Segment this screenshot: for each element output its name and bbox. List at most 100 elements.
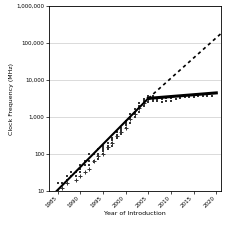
Point: [137, 101, 141, 105]
Point: [101, 152, 105, 156]
Point: [56, 189, 59, 193]
Point: [133, 112, 137, 116]
Point: [196, 93, 200, 97]
Point: [128, 112, 132, 116]
Point: [128, 121, 132, 125]
Point: [88, 163, 91, 167]
Point: [119, 130, 123, 134]
Point: [119, 128, 123, 132]
Point: [201, 95, 205, 98]
Point: [210, 91, 214, 95]
Point: [160, 97, 164, 100]
Point: [92, 159, 96, 162]
Point: [106, 144, 109, 148]
Point: [74, 178, 78, 182]
Point: [79, 167, 82, 171]
Point: [201, 92, 205, 96]
Point: [115, 130, 118, 134]
Point: [124, 119, 127, 122]
Point: [210, 94, 214, 97]
Point: [192, 95, 196, 99]
Point: [92, 152, 96, 156]
Point: [70, 170, 73, 174]
Point: [83, 163, 87, 167]
Point: [174, 94, 177, 97]
Point: [192, 93, 196, 97]
Point: [137, 106, 141, 109]
Point: [169, 96, 173, 99]
Point: [174, 97, 177, 101]
Point: [110, 144, 114, 148]
Point: [124, 124, 127, 127]
Point: [65, 174, 69, 178]
Point: [128, 115, 132, 119]
Point: [88, 152, 91, 156]
Point: [133, 110, 137, 113]
Point: [142, 101, 146, 105]
Point: [74, 170, 78, 174]
Point: [97, 152, 100, 156]
Point: [65, 182, 69, 185]
Point: [79, 163, 82, 167]
Point: [124, 126, 127, 130]
Point: [124, 126, 127, 130]
Point: [110, 137, 114, 140]
Point: [146, 100, 150, 104]
Point: [155, 99, 159, 102]
Point: [88, 167, 91, 171]
Point: [119, 132, 123, 136]
Point: [155, 98, 159, 101]
Point: [142, 99, 146, 102]
Point: [92, 159, 96, 162]
Point: [133, 115, 137, 119]
Point: [178, 96, 182, 100]
Point: [110, 141, 114, 145]
Point: [97, 148, 100, 151]
Point: [106, 141, 109, 145]
Point: [97, 154, 100, 157]
Point: [128, 117, 132, 121]
Point: [115, 137, 118, 140]
Point: [119, 130, 123, 134]
Point: [88, 159, 91, 162]
Point: [115, 133, 118, 137]
Point: [115, 135, 118, 138]
Point: [83, 159, 87, 162]
Point: [205, 94, 209, 97]
Point: [60, 186, 64, 190]
Point: [169, 97, 173, 100]
Point: [151, 95, 155, 98]
Point: [83, 170, 87, 174]
Point: [115, 135, 118, 138]
Point: [165, 97, 168, 100]
Point: [137, 110, 141, 113]
Point: [97, 157, 100, 160]
Point: [65, 178, 69, 182]
Point: [183, 93, 186, 97]
Point: [183, 96, 186, 99]
Point: [106, 146, 109, 149]
Point: [187, 95, 191, 99]
Point: [79, 170, 82, 174]
Point: [97, 154, 100, 157]
Point: [165, 99, 168, 102]
Point: [101, 146, 105, 149]
Point: [124, 121, 127, 125]
Point: [151, 98, 155, 101]
Point: [101, 148, 105, 151]
Point: [142, 101, 146, 105]
X-axis label: Year of Introduction: Year of Introduction: [104, 211, 166, 216]
Point: [133, 107, 137, 110]
Point: [146, 98, 150, 101]
Point: [205, 92, 209, 96]
Point: [101, 144, 105, 148]
Point: [60, 182, 64, 185]
Point: [133, 112, 137, 116]
Point: [160, 101, 164, 104]
Point: [187, 93, 191, 97]
Point: [151, 97, 155, 100]
Point: [160, 98, 164, 101]
Point: [79, 174, 82, 178]
Point: [110, 141, 114, 145]
Point: [151, 99, 155, 102]
